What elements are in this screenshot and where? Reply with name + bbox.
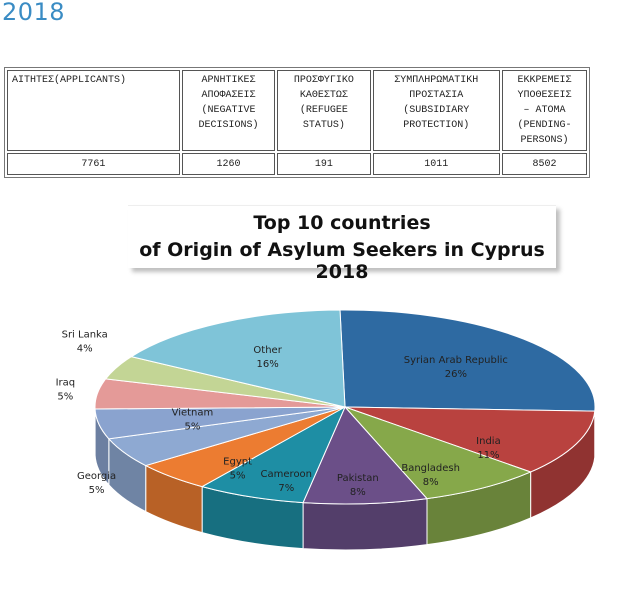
pie-label-syrian-arab-republic: Syrian Arab Republic (404, 355, 508, 366)
pie-chart: Syrian Arab Republic 26% India 11% Banglades… (56, 309, 596, 551)
value-applicants: 7761 (7, 153, 180, 175)
header-line: ΥΠΟΘΕΣΕΙΣ (517, 90, 572, 101)
header-line: ΠΡΟΣΦΥΓΙΚΟ (293, 75, 354, 86)
asylum-stats-table: ΑΙΤΗΤΕΣ(APPLICANTS) ΑΡΝΗΤΙΚΕΣ ΑΠΟΦΑΣΕΙΣ (N… (4, 67, 590, 178)
header-line: (PENDING- (517, 120, 572, 131)
pie-value-egypt: 5% (230, 470, 246, 481)
pie-label-bangladesh: Bangladesh (401, 463, 460, 474)
header-line: PERSONS) (520, 135, 569, 146)
header-subsidiary-protection: ΣΥΜΠΛΗΡΩΜΑΤΙΚΗ ΠΡΟΣΤΑΣΙΑ (SUBSIDIARY PROTEC… (372, 70, 501, 151)
pie-sides (94, 406, 596, 551)
pie-label-iraq: Iraq (56, 378, 76, 389)
pie-slice-bangladesh (344, 406, 533, 500)
header-line: ΣΥΜΠΛΗΡΩΜΑΤΙΚΗ (394, 75, 479, 86)
pie-value-pakistan: 8% (350, 487, 366, 498)
year-heading: 2018 (2, 0, 66, 26)
header-line: STATUS) (302, 120, 345, 131)
header-pending-persons: ΕΚΚΡΕΜΕΙΣ ΥΠΟΘΕΣΕΙΣ – ΑΤΟΜΑ (PENDING- PERSON… (502, 70, 587, 151)
pie-value-other: 16% (257, 359, 279, 370)
pie-label-georgia: Georgia (77, 471, 116, 482)
header-line: (NEGATIVE (201, 105, 256, 116)
pie-value-vietnam: 5% (184, 422, 200, 433)
chart-subtitle: of Origin of Asylum Seekers in Cyprus 20… (139, 239, 545, 283)
header-line: (REFUGEE (299, 105, 348, 116)
chart-title: Top 10 countries (253, 212, 431, 234)
value-pending-persons: 8502 (502, 153, 587, 175)
pie-value-cameroon: 7% (278, 483, 294, 494)
header-line: ΑΙΤΗΤΕΣ(APPLICANTS) (12, 75, 127, 86)
pie-label-egypt: Egypt (223, 456, 252, 467)
pie-value-syrian-arab-republic: 26% (445, 369, 467, 380)
pie-slice-other (130, 309, 346, 408)
header-line: – ΑΤΟΜΑ (523, 105, 566, 116)
pie-label-cameroon: Cameroon (261, 469, 312, 480)
pie-side-pakistan (302, 498, 428, 551)
pie-slice-pakistan (302, 406, 428, 505)
header-line: ΑΡΝΗΤΙΚΕΣ (201, 75, 256, 86)
pie-value-iraq: 5% (57, 392, 73, 403)
header-line: ΕΚΚΡΕΜΕΙΣ (517, 75, 572, 86)
pie-label-pakistan: Pakistan (337, 473, 379, 484)
pie-slice-syrian-arab-republic (339, 309, 596, 412)
pie-value-georgia: 5% (89, 485, 105, 496)
header-line: DECISIONS) (198, 120, 259, 131)
header-line: ΠΡΟΣΤΑΣΙΑ (409, 90, 464, 101)
value-negative-decisions: 1260 (181, 153, 276, 175)
pie-label-sri-lanka: Sri Lanka (62, 329, 108, 340)
pie-label-india: India (476, 436, 501, 447)
value-refugee-status: 191 (277, 153, 371, 175)
header-line: (SUBSIDIARY (403, 105, 470, 116)
header-negative-decisions: ΑΡΝΗΤΙΚΕΣ ΑΠΟΦΑΣΕΙΣ (NEGATIVE DECISIONS) (181, 70, 276, 151)
pie-labels: Syrian Arab Republic 26% India 11% Banglades… (56, 329, 508, 498)
header-line: ΑΠΟΦΑΣΕΙΣ (201, 90, 256, 101)
header-refugee-status: ΠΡΟΣΦΥΓΙΚΟ ΚΑΘΕΣΤΩΣ (REFUGEE STATUS) (277, 70, 371, 151)
header-line: ΚΑΘΕΣΤΩΣ (299, 90, 348, 101)
pie-slice-cameroon (200, 405, 347, 504)
pie-value-sri-lanka: 4% (77, 343, 93, 354)
header-applicants: ΑΙΤΗΤΕΣ(APPLICANTS) (7, 70, 180, 151)
chart-title-box: Top 10 countries of Origin of Asylum See… (128, 205, 556, 283)
value-subsidiary-protection: 1011 (372, 153, 501, 175)
pie-value-bangladesh: 8% (423, 477, 439, 488)
pie-label-vietnam: Vietnam (172, 408, 214, 419)
pie-slice-india (344, 406, 596, 473)
pie-slices (94, 309, 596, 505)
header-line: PROTECTION) (403, 120, 470, 131)
pie-label-other: Other (253, 345, 282, 356)
pie-value-india: 11% (477, 450, 499, 461)
